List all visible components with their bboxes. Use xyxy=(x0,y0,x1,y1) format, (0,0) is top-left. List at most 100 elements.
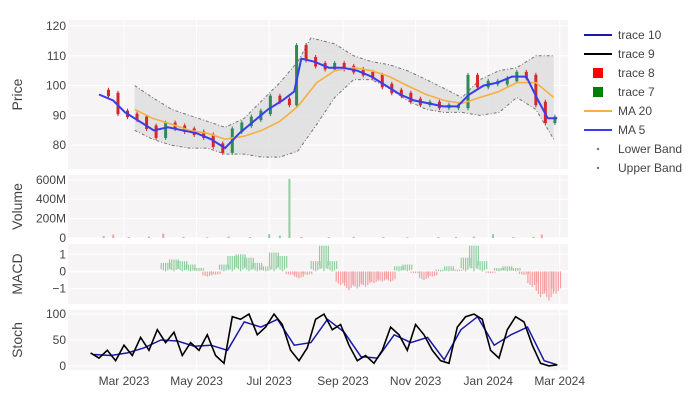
macd-histogram-bar xyxy=(336,261,338,269)
candle-down xyxy=(145,116,149,130)
macd-histogram-bar xyxy=(302,271,304,275)
x-tick-label: Jul 2023 xyxy=(247,374,293,388)
macd-histogram-bar xyxy=(486,261,488,269)
candle-down xyxy=(524,71,528,79)
macd-histogram-bar xyxy=(367,271,369,286)
macd-histogram-bar xyxy=(392,271,394,281)
macd-histogram-bar xyxy=(273,252,275,272)
macd-histogram-bar xyxy=(331,261,333,272)
macd-histogram-bar xyxy=(246,257,248,270)
macd-histogram-bar xyxy=(194,264,196,270)
macd-histogram-bar xyxy=(379,271,381,281)
macd-histogram-bar xyxy=(198,268,200,272)
macd-histogram-bar xyxy=(506,266,508,272)
macd-histogram-bar xyxy=(546,271,548,298)
lower-band-line xyxy=(134,79,555,158)
macd-histogram-bar xyxy=(531,271,533,287)
macd-histogram-bar xyxy=(256,262,258,272)
macd-histogram-bar xyxy=(281,256,283,272)
volume-bar xyxy=(352,236,355,238)
candle-up xyxy=(505,77,509,85)
legend-label: trace 7 xyxy=(618,85,655,99)
macd-histogram-bar xyxy=(375,271,377,282)
candle-down xyxy=(106,89,110,97)
macd-histogram-bar xyxy=(240,254,242,272)
macd-histogram-bar xyxy=(265,266,267,272)
candle-up xyxy=(466,74,470,109)
candle-down xyxy=(116,92,120,115)
macd-histogram-bar xyxy=(496,268,498,272)
macd-histogram-bar xyxy=(443,266,446,271)
macd-histogram-bar xyxy=(354,271,356,287)
macd-histogram-bar xyxy=(410,271,412,273)
macd-histogram-bar xyxy=(404,264,406,271)
volume-panel-background xyxy=(68,175,568,238)
volume-bar xyxy=(455,236,458,238)
macd-histogram-bar xyxy=(456,269,458,272)
macd-histogram-bar xyxy=(529,271,531,286)
volume-bar xyxy=(102,236,105,238)
macd-histogram-bar xyxy=(518,271,521,275)
macd-histogram-bar xyxy=(210,271,212,275)
macd-histogram-bar xyxy=(190,264,192,272)
macd-histogram-bar xyxy=(279,256,281,270)
macd-histogram-bar xyxy=(260,266,262,271)
price-y-tick-label: 100 xyxy=(46,79,66,93)
macd-histogram-bar xyxy=(308,271,311,275)
macd-histogram-bar xyxy=(543,271,546,294)
macd-histogram-bar xyxy=(368,271,371,281)
macd-histogram-bar xyxy=(179,261,181,271)
macd-histogram-bar xyxy=(165,262,167,272)
macd-histogram-bar xyxy=(229,256,231,270)
macd-histogram-bar xyxy=(333,261,336,271)
volume-bar xyxy=(182,236,185,238)
macd-histogram-bar xyxy=(261,262,263,270)
macd-histogram-bar xyxy=(290,271,292,275)
macd-histogram-bar xyxy=(162,262,165,271)
macd-histogram-bar xyxy=(423,271,425,280)
macd-panel-background xyxy=(68,244,568,304)
macd-histogram-bar xyxy=(481,261,483,272)
macd-histogram-bar xyxy=(537,271,540,295)
legend-label: Lower Band xyxy=(618,142,682,156)
macd-histogram-bar xyxy=(460,257,462,269)
macd-histogram-bar xyxy=(346,271,348,289)
legend-label: trace 8 xyxy=(618,66,655,80)
macd-histogram-bar xyxy=(317,261,319,271)
price-axis-title: Price xyxy=(9,78,25,110)
macd-histogram-bar xyxy=(473,245,475,272)
macd-histogram-bar xyxy=(177,261,179,269)
candle-up xyxy=(249,116,253,127)
macd-histogram-bar xyxy=(293,271,296,277)
macd-histogram-bar xyxy=(542,271,544,295)
candle-down xyxy=(202,131,206,139)
macd-histogram-bar xyxy=(415,271,417,274)
macd-histogram-bar xyxy=(183,261,186,271)
legend-swatch-square xyxy=(593,87,603,97)
macd-histogram-bar xyxy=(342,271,344,284)
macd-histogram-bar xyxy=(312,261,315,271)
macd-histogram-bar xyxy=(200,268,202,272)
volume-bar xyxy=(112,234,115,238)
macd-histogram-bar xyxy=(551,271,553,289)
macd-histogram-bar xyxy=(390,271,392,282)
candle-down xyxy=(342,62,346,70)
candle-down xyxy=(371,71,375,79)
macd-histogram-bar xyxy=(167,262,169,271)
macd-histogram-bar xyxy=(500,268,502,272)
macd-histogram-bar xyxy=(400,266,402,271)
macd-histogram-bar xyxy=(356,271,358,289)
macd-histogram-bar xyxy=(181,261,183,272)
volume-bar xyxy=(249,237,252,238)
macd-histogram-bar xyxy=(192,264,194,271)
macd-histogram-bar xyxy=(315,261,317,272)
volume-bar xyxy=(532,236,535,238)
macd-histogram-bar xyxy=(212,271,215,275)
volume-y-tick-label: 200M xyxy=(36,212,66,226)
x-tick-label: Nov 2023 xyxy=(390,374,442,388)
macd-histogram-bar xyxy=(411,264,413,270)
macd-histogram-bar xyxy=(283,256,286,270)
macd-histogram-bar xyxy=(340,271,342,286)
macd-histogram-bar xyxy=(393,266,396,271)
price-y-tick-label: 90 xyxy=(53,108,67,122)
